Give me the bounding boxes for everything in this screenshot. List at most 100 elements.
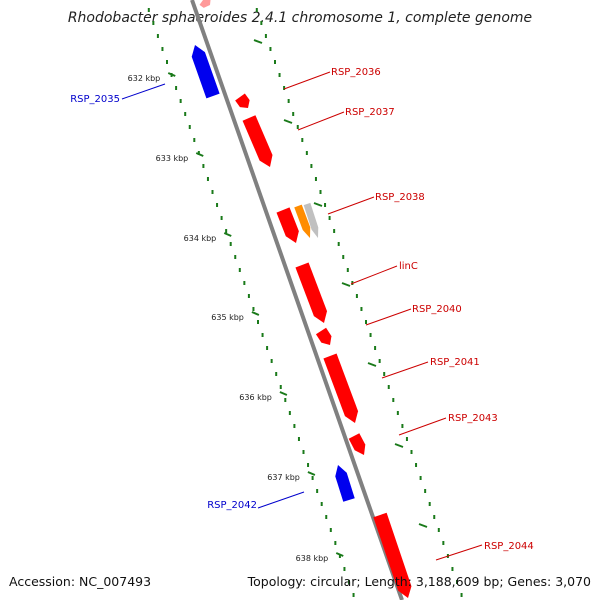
track-dot-outer <box>428 502 431 506</box>
track-dot-inner <box>220 216 223 220</box>
track-dot-outer <box>314 177 317 181</box>
gene-arrow-rsp-2043 <box>348 433 366 455</box>
kbp-tick-mark <box>223 232 232 237</box>
leader-line-rsp-2043 <box>398 417 447 436</box>
track-dot-outer <box>324 203 327 207</box>
track-dot-inner <box>197 151 200 155</box>
track-dot-outer <box>392 398 395 402</box>
track-dot-inner <box>166 60 168 64</box>
track-dot-outer <box>442 541 445 545</box>
track-dot-inner <box>329 528 332 532</box>
gene-label-linc: linC <box>399 261 418 272</box>
gene-arrow-rsp-2038 <box>276 207 299 243</box>
gene-label-rsp-2041: RSP_2041 <box>430 357 480 368</box>
track-dot-inner <box>311 476 314 480</box>
track-dot-inner <box>216 203 219 207</box>
track-dot-outer <box>337 242 340 246</box>
track-dot-outer <box>456 580 458 584</box>
track-dot-outer <box>319 190 322 194</box>
kbp-tick-mark <box>335 552 344 557</box>
track-dot-inner <box>288 411 291 415</box>
track-dot-outer <box>401 424 404 428</box>
track-dot-outer <box>328 216 331 220</box>
track-dot-inner <box>275 372 278 376</box>
track-dot-inner <box>261 333 264 337</box>
track-dot-outer <box>410 450 413 454</box>
track-dot-inner <box>284 398 287 402</box>
gene-label-rsp-2036: RSP_2036 <box>331 67 381 78</box>
track-dot-inner <box>225 229 228 233</box>
kbp-tick-mark <box>307 471 316 476</box>
outer-tick-mark <box>418 523 428 528</box>
track-dot-outer <box>374 346 377 350</box>
track-dot-outer <box>433 515 436 519</box>
track-dot-outer <box>365 320 367 324</box>
gene-arrow-rsp-2037 <box>242 115 273 167</box>
kbp-tick-label: 633 kbp <box>156 154 189 163</box>
track-dot-inner <box>202 164 205 168</box>
gene-label-rsp-2035: RSP_2035 <box>70 94 120 105</box>
track-dot-outer <box>396 411 399 415</box>
outer-tick-mark <box>313 202 323 207</box>
kbp-tick-mark <box>251 311 260 316</box>
track-dot-inner <box>152 21 155 25</box>
track-dot-inner <box>179 99 182 103</box>
gene-label-rsp-2037: RSP_2037 <box>345 107 395 118</box>
track-dot-outer <box>292 112 295 116</box>
track-dot-inner <box>297 437 300 441</box>
outer-tick-mark <box>253 39 263 44</box>
track-dot-outer <box>355 294 358 298</box>
leader-line-rsp-2037 <box>297 111 345 131</box>
accession-text: Accession: NC_007493 <box>9 574 152 589</box>
track-dot-outer <box>278 73 281 77</box>
track-dot-outer <box>419 476 422 480</box>
gene-label-rsp-2043: RSP_2043 <box>448 413 498 424</box>
track-dot-outer <box>333 229 336 233</box>
kbp-tick-label: 638 kbp <box>296 554 329 563</box>
genome-backbone <box>190 0 404 600</box>
kbp-tick-mark <box>167 72 176 77</box>
kbp-tick-mark <box>279 391 288 396</box>
map-title: Rhodobacter sphaeroides 2.4.1 chromosome… <box>67 10 533 26</box>
track-dot-outer <box>387 385 390 389</box>
kbp-tick-marks: 632 kbp 633 kbp 634 kbp 635 kbp 636 kbp 637 k… <box>128 39 428 563</box>
track-dot-outer <box>296 125 299 129</box>
track-dot-inner <box>147 8 150 12</box>
gene-arrow-rsp-2044 <box>373 512 412 598</box>
track-dot-inner <box>338 554 341 558</box>
ring-dotted-tracks <box>147 8 463 597</box>
track-dot-inner <box>211 190 214 194</box>
gene-label-rsp-2044: RSP_2044 <box>484 541 534 552</box>
track-dot-outer <box>301 138 304 142</box>
track-dot-outer <box>383 372 386 376</box>
track-dot-inner <box>184 112 187 116</box>
track-dot-outer <box>360 307 363 311</box>
track-dot-inner <box>266 346 269 350</box>
track-dot-inner <box>161 47 164 51</box>
track-dot-outer <box>342 255 345 259</box>
track-dot-inner <box>229 242 232 246</box>
kbp-tick-label: 635 kbp <box>211 313 244 322</box>
track-dot-inner <box>257 320 259 324</box>
track-dot-inner <box>270 359 273 363</box>
track-dot-inner <box>316 489 319 493</box>
track-dot-inner <box>343 567 346 571</box>
track-dot-outer <box>378 359 381 363</box>
track-dot-outer <box>274 60 276 64</box>
kbp-tick-label: 634 kbp <box>184 234 217 243</box>
track-dot-outer <box>437 528 440 532</box>
leader-line-rsp-2044 <box>435 544 483 561</box>
kbp-tick-label: 632 kbp <box>128 74 161 83</box>
gene-arrow-linc <box>295 262 327 323</box>
track-dot-inner <box>293 424 296 428</box>
leader-line-rsp-2038 <box>327 196 375 215</box>
pseudo-gene-bar <box>303 202 319 238</box>
track-dot-inner <box>352 593 355 597</box>
kbp-tick-mark <box>195 152 204 157</box>
leader-line-rsp-2040 <box>365 308 412 326</box>
gene-arrow-rsp-2035 <box>191 45 220 99</box>
leader-line-linc <box>350 265 398 285</box>
leader-line-rsp-2041 <box>381 361 429 379</box>
track-dot-inner <box>188 125 191 129</box>
track-dot-inner <box>175 86 178 90</box>
